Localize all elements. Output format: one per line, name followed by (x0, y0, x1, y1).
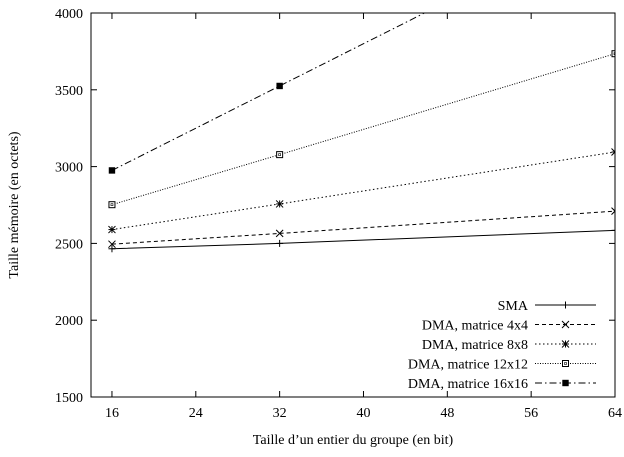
series-line-dma-matrice-8x8 (111, 151, 615, 231)
y-tick-label-1500: 1500 (55, 391, 83, 406)
x-tick-label-24: 24 (189, 406, 203, 421)
y-tick-label-3000: 3000 (55, 161, 83, 176)
legend-marker-dma-matrice-12x12 (562, 360, 569, 367)
x-tick-label-32: 32 (273, 406, 287, 421)
x-tick-label-16: 16 (105, 406, 119, 421)
y-tick-label-2500: 2500 (55, 237, 83, 252)
data-point-dma-matrice-12x12-32 (276, 151, 284, 159)
legend: SMA DMA, matrice 4x4 DMA, matrice 8x8 DMA, … (408, 299, 596, 392)
data-point-sma-16 (108, 245, 116, 253)
x-tick-label-56: 56 (524, 406, 538, 421)
legend-entry-dma-matrice-4x4: DMA, matrice 4x4 (422, 319, 596, 334)
legend-entry-dma-matrice-8x8: DMA, matrice 8x8 (422, 338, 596, 353)
data-point-dma-matrice-4x4-64 (611, 207, 615, 215)
legend-entry-dma-matrice-12x12: DMA, matrice 12x12 (408, 358, 596, 373)
data-point-dma-matrice-4x4-32 (275, 229, 284, 238)
series-lines (111, 13, 615, 250)
legend-entry-sma: SMA (498, 299, 596, 314)
data-point-dma-matrice-8x8-64 (611, 148, 615, 156)
data-point-dma-matrice-4x4-16 (108, 240, 116, 249)
data-point-dma-matrice-8x8-32 (275, 200, 284, 208)
data-point-sma-32 (276, 239, 284, 247)
series-markers (108, 50, 615, 253)
axis-ticks: 16 24 32 40 48 56 64 1500 2000 2500 3000 3500 4000 (55, 7, 622, 421)
legend-label: DMA, matrice 16x16 (408, 377, 528, 392)
legend-marker-sma (562, 301, 569, 309)
data-point-dma-matrice-16x16-32 (276, 82, 283, 90)
legend-label: DMA, matrice 12x12 (408, 358, 528, 373)
legend-marker-dma-matrice-16x16 (562, 379, 569, 387)
legend-entry-dma-matrice-16x16: DMA, matrice 16x16 (408, 377, 596, 392)
legend-label: SMA (498, 299, 529, 314)
plot-frame (90, 12, 616, 398)
data-point-dma-matrice-8x8-16 (108, 225, 116, 234)
x-tick-label-48: 48 (440, 406, 454, 421)
data-point-dma-matrice-16x16-16 (108, 167, 116, 174)
data-point-sma-64 (611, 226, 615, 234)
x-tick-label-64: 64 (608, 406, 622, 421)
series-line-dma-matrice-12x12 (111, 53, 615, 206)
series-line-dma-matrice-4x4 (111, 210, 615, 245)
data-point-dma-matrice-12x12-64 (611, 50, 615, 58)
y-axis-title: Taille mémoire (en octets) (7, 131, 22, 278)
y-tick-label-4000: 4000 (55, 7, 83, 22)
legend-marker-dma-matrice-8x8 (561, 340, 570, 348)
data-point-dma-matrice-12x12-16 (108, 201, 116, 209)
series-line-dma-matrice-16x16 (111, 13, 426, 171)
y-tick-label-3500: 3500 (55, 84, 83, 99)
legend-marker-dma-matrice-4x4 (561, 320, 570, 329)
series-line-sma (111, 229, 615, 250)
x-tick-label-40: 40 (356, 406, 370, 421)
legend-label: DMA, matrice 8x8 (422, 338, 528, 353)
legend-label: DMA, matrice 4x4 (422, 319, 528, 334)
y-tick-label-2000: 2000 (55, 314, 83, 329)
x-axis-title: Taille d’un entier du groupe (en bit) (253, 433, 454, 448)
